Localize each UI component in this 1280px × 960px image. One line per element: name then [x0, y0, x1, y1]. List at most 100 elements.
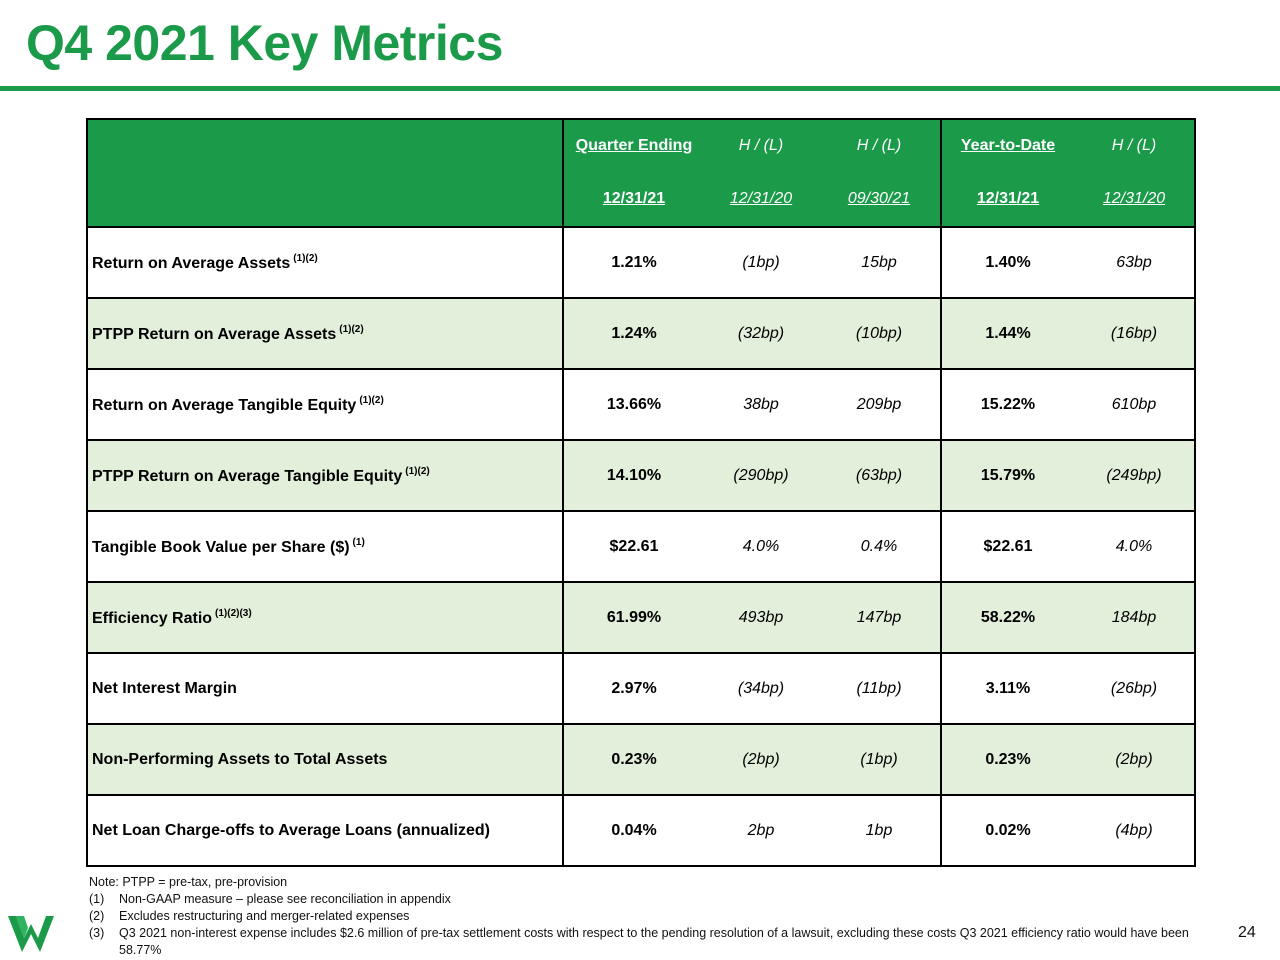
quarter-value: 0.04%	[563, 794, 704, 866]
change-vs-prior-quarter-text: 15bp	[861, 253, 897, 271]
change-vs-prior-quarter-text: (10bp)	[855, 324, 903, 342]
ytd-change-text: (16bp)	[1110, 324, 1158, 342]
change-vs-prior-quarter-text: 209bp	[856, 395, 902, 413]
metric-label: Net Loan Charge-offs to Average Loans (a…	[87, 794, 564, 866]
quarter-value: 2.97%	[563, 652, 704, 724]
ytd-value-text: 0.23%	[985, 750, 1031, 768]
quarter-value-text: 0.23%	[611, 750, 657, 768]
quarter-value-text: 14.10%	[606, 466, 662, 484]
quarter-value: $22.61	[563, 510, 704, 582]
footnote-reference: (1)(2)(3)	[215, 607, 252, 619]
footnote-reference: (1)(2)	[359, 394, 384, 406]
metric-label-text: Net Loan Charge-offs to Average Loans (a…	[92, 821, 490, 839]
metric-label: Efficiency Ratio (1)(2)(3)	[87, 581, 564, 653]
header-row-2: 12/31/21 12/31/20 09/30/21 12/31/21 12/3…	[87, 172, 1195, 227]
header-blank	[87, 119, 564, 172]
change-vs-prior-quarter: (1bp)	[818, 723, 942, 795]
header-quarter-ending: Quarter Ending	[563, 119, 704, 172]
change-vs-prior-quarter-text: (1bp)	[860, 750, 898, 768]
change-vs-prior-year: (290bp)	[704, 439, 818, 511]
metric-label: Non-Performing Assets to Total Assets	[87, 723, 564, 795]
quarter-value: 14.10%	[563, 439, 704, 511]
ytd-change: (2bp)	[1074, 723, 1195, 795]
header-date-hl-3: 12/31/20	[1074, 172, 1195, 227]
table-row: Tangible Book Value per Share ($) (1) $22.…	[87, 510, 1195, 582]
title-divider	[0, 86, 1280, 91]
metric-label-text: Non-Performing Assets to Total Assets	[92, 750, 388, 768]
quarter-value: 13.66%	[563, 368, 704, 440]
ytd-change: (4bp)	[1074, 794, 1195, 866]
quarter-value-text: 0.04%	[611, 821, 657, 839]
footnote-reference: (1)(2)	[339, 323, 364, 335]
key-metrics-table: Quarter Ending H / (L) H / (L) Year-to-D…	[86, 118, 1196, 867]
quarter-value: 1.21%	[563, 226, 704, 298]
page-title: Q4 2021 Key Metrics	[26, 15, 503, 71]
ytd-change-text: (26bp)	[1110, 679, 1158, 697]
metric-label-text: Return on Average Assets	[92, 254, 291, 272]
ytd-change: 184bp	[1074, 581, 1195, 653]
change-vs-prior-quarter: (63bp)	[818, 439, 942, 511]
change-vs-prior-year-text: (34bp)	[737, 679, 785, 697]
ytd-change: 610bp	[1074, 368, 1195, 440]
change-vs-prior-quarter: 15bp	[818, 226, 942, 298]
ytd-change-text: 4.0%	[1115, 537, 1153, 555]
quarter-value-text: 13.66%	[606, 395, 662, 413]
metric-label-text: PTPP Return on Average Tangible Equity	[92, 467, 403, 485]
change-vs-prior-quarter: (11bp)	[818, 652, 942, 724]
ytd-value: 15.79%	[941, 439, 1074, 511]
ytd-change-text: (4bp)	[1115, 821, 1153, 839]
footnote-reference: (1)(2)	[293, 252, 318, 264]
change-vs-prior-year: (34bp)	[704, 652, 818, 724]
ytd-value: 3.11%	[941, 652, 1074, 724]
change-vs-prior-year: 38bp	[704, 368, 818, 440]
change-vs-prior-year-text: (290bp)	[733, 466, 789, 484]
table-row: PTPP Return on Average Assets (1)(2) 1.24%…	[87, 297, 1195, 369]
change-vs-prior-quarter-text: (63bp)	[855, 466, 903, 484]
table-row: Non-Performing Assets to Total Assets 0.2…	[87, 723, 1195, 795]
change-vs-prior-quarter: 1bp	[818, 794, 942, 866]
quarter-value-text: 2.97%	[611, 679, 657, 697]
metric-label-text: Efficiency Ratio	[92, 609, 213, 627]
change-vs-prior-year: 493bp	[704, 581, 818, 653]
header-date-hl-1: 12/31/20	[704, 172, 818, 227]
ytd-change-text: 610bp	[1111, 395, 1157, 413]
ytd-value: 1.44%	[941, 297, 1074, 369]
ytd-value: 15.22%	[941, 368, 1074, 440]
change-vs-prior-year: (32bp)	[704, 297, 818, 369]
metric-label: Return on Average Tangible Equity (1)(2)	[87, 368, 564, 440]
header-year-to-date: Year-to-Date	[941, 119, 1074, 172]
quarter-value-text: $22.61	[609, 537, 659, 555]
page-number: 24	[1238, 924, 1256, 941]
change-vs-prior-year-text: (1bp)	[742, 253, 780, 271]
ytd-value: 0.23%	[941, 723, 1074, 795]
ytd-value-text: $22.61	[983, 537, 1033, 555]
header-hl-1: H / (L)	[704, 119, 818, 172]
table-row: Efficiency Ratio (1)(2)(3) 61.99% 493bp 147b…	[87, 581, 1195, 653]
table-row: PTPP Return on Average Tangible Equity (1…	[87, 439, 1195, 511]
metric-label: Return on Average Assets (1)(2)	[87, 226, 564, 298]
footnote-3: (3) Q3 2021 non-interest expense include…	[89, 926, 1189, 957]
change-vs-prior-year: (1bp)	[704, 226, 818, 298]
header-date-ytd: 12/31/21	[941, 172, 1074, 227]
change-vs-prior-year-text: 493bp	[738, 608, 784, 626]
change-vs-prior-year-text: 2bp	[747, 821, 775, 839]
change-vs-prior-quarter: 209bp	[818, 368, 942, 440]
header-date-hl-2: 09/30/21	[818, 172, 942, 227]
quarter-value: 1.24%	[563, 297, 704, 369]
header-hl-2: H / (L)	[818, 119, 942, 172]
header-row-1: Quarter Ending H / (L) H / (L) Year-to-D…	[87, 119, 1195, 172]
metric-label-text: Tangible Book Value per Share ($)	[92, 538, 350, 556]
ytd-value-text: 1.44%	[985, 324, 1031, 342]
quarter-value-text: 61.99%	[606, 608, 662, 626]
table-row: Return on Average Assets (1)(2) 1.21% (1bp)…	[87, 226, 1195, 298]
metric-label-text: Net Interest Margin	[92, 679, 237, 697]
ytd-change: 63bp	[1074, 226, 1195, 298]
quarter-value-text: 1.24%	[611, 324, 657, 342]
footnotes: Note: PTPP = pre-tax, pre-provision (1) …	[89, 874, 1209, 959]
metric-label-text: Return on Average Tangible Equity	[92, 396, 357, 414]
metric-label: PTPP Return on Average Tangible Equity (1…	[87, 439, 564, 511]
quarter-value: 0.23%	[563, 723, 704, 795]
quarter-value-text: 1.21%	[611, 253, 657, 271]
ytd-value-text: 0.02%	[985, 821, 1031, 839]
table-row: Return on Average Tangible Equity (1)(2) 1…	[87, 368, 1195, 440]
